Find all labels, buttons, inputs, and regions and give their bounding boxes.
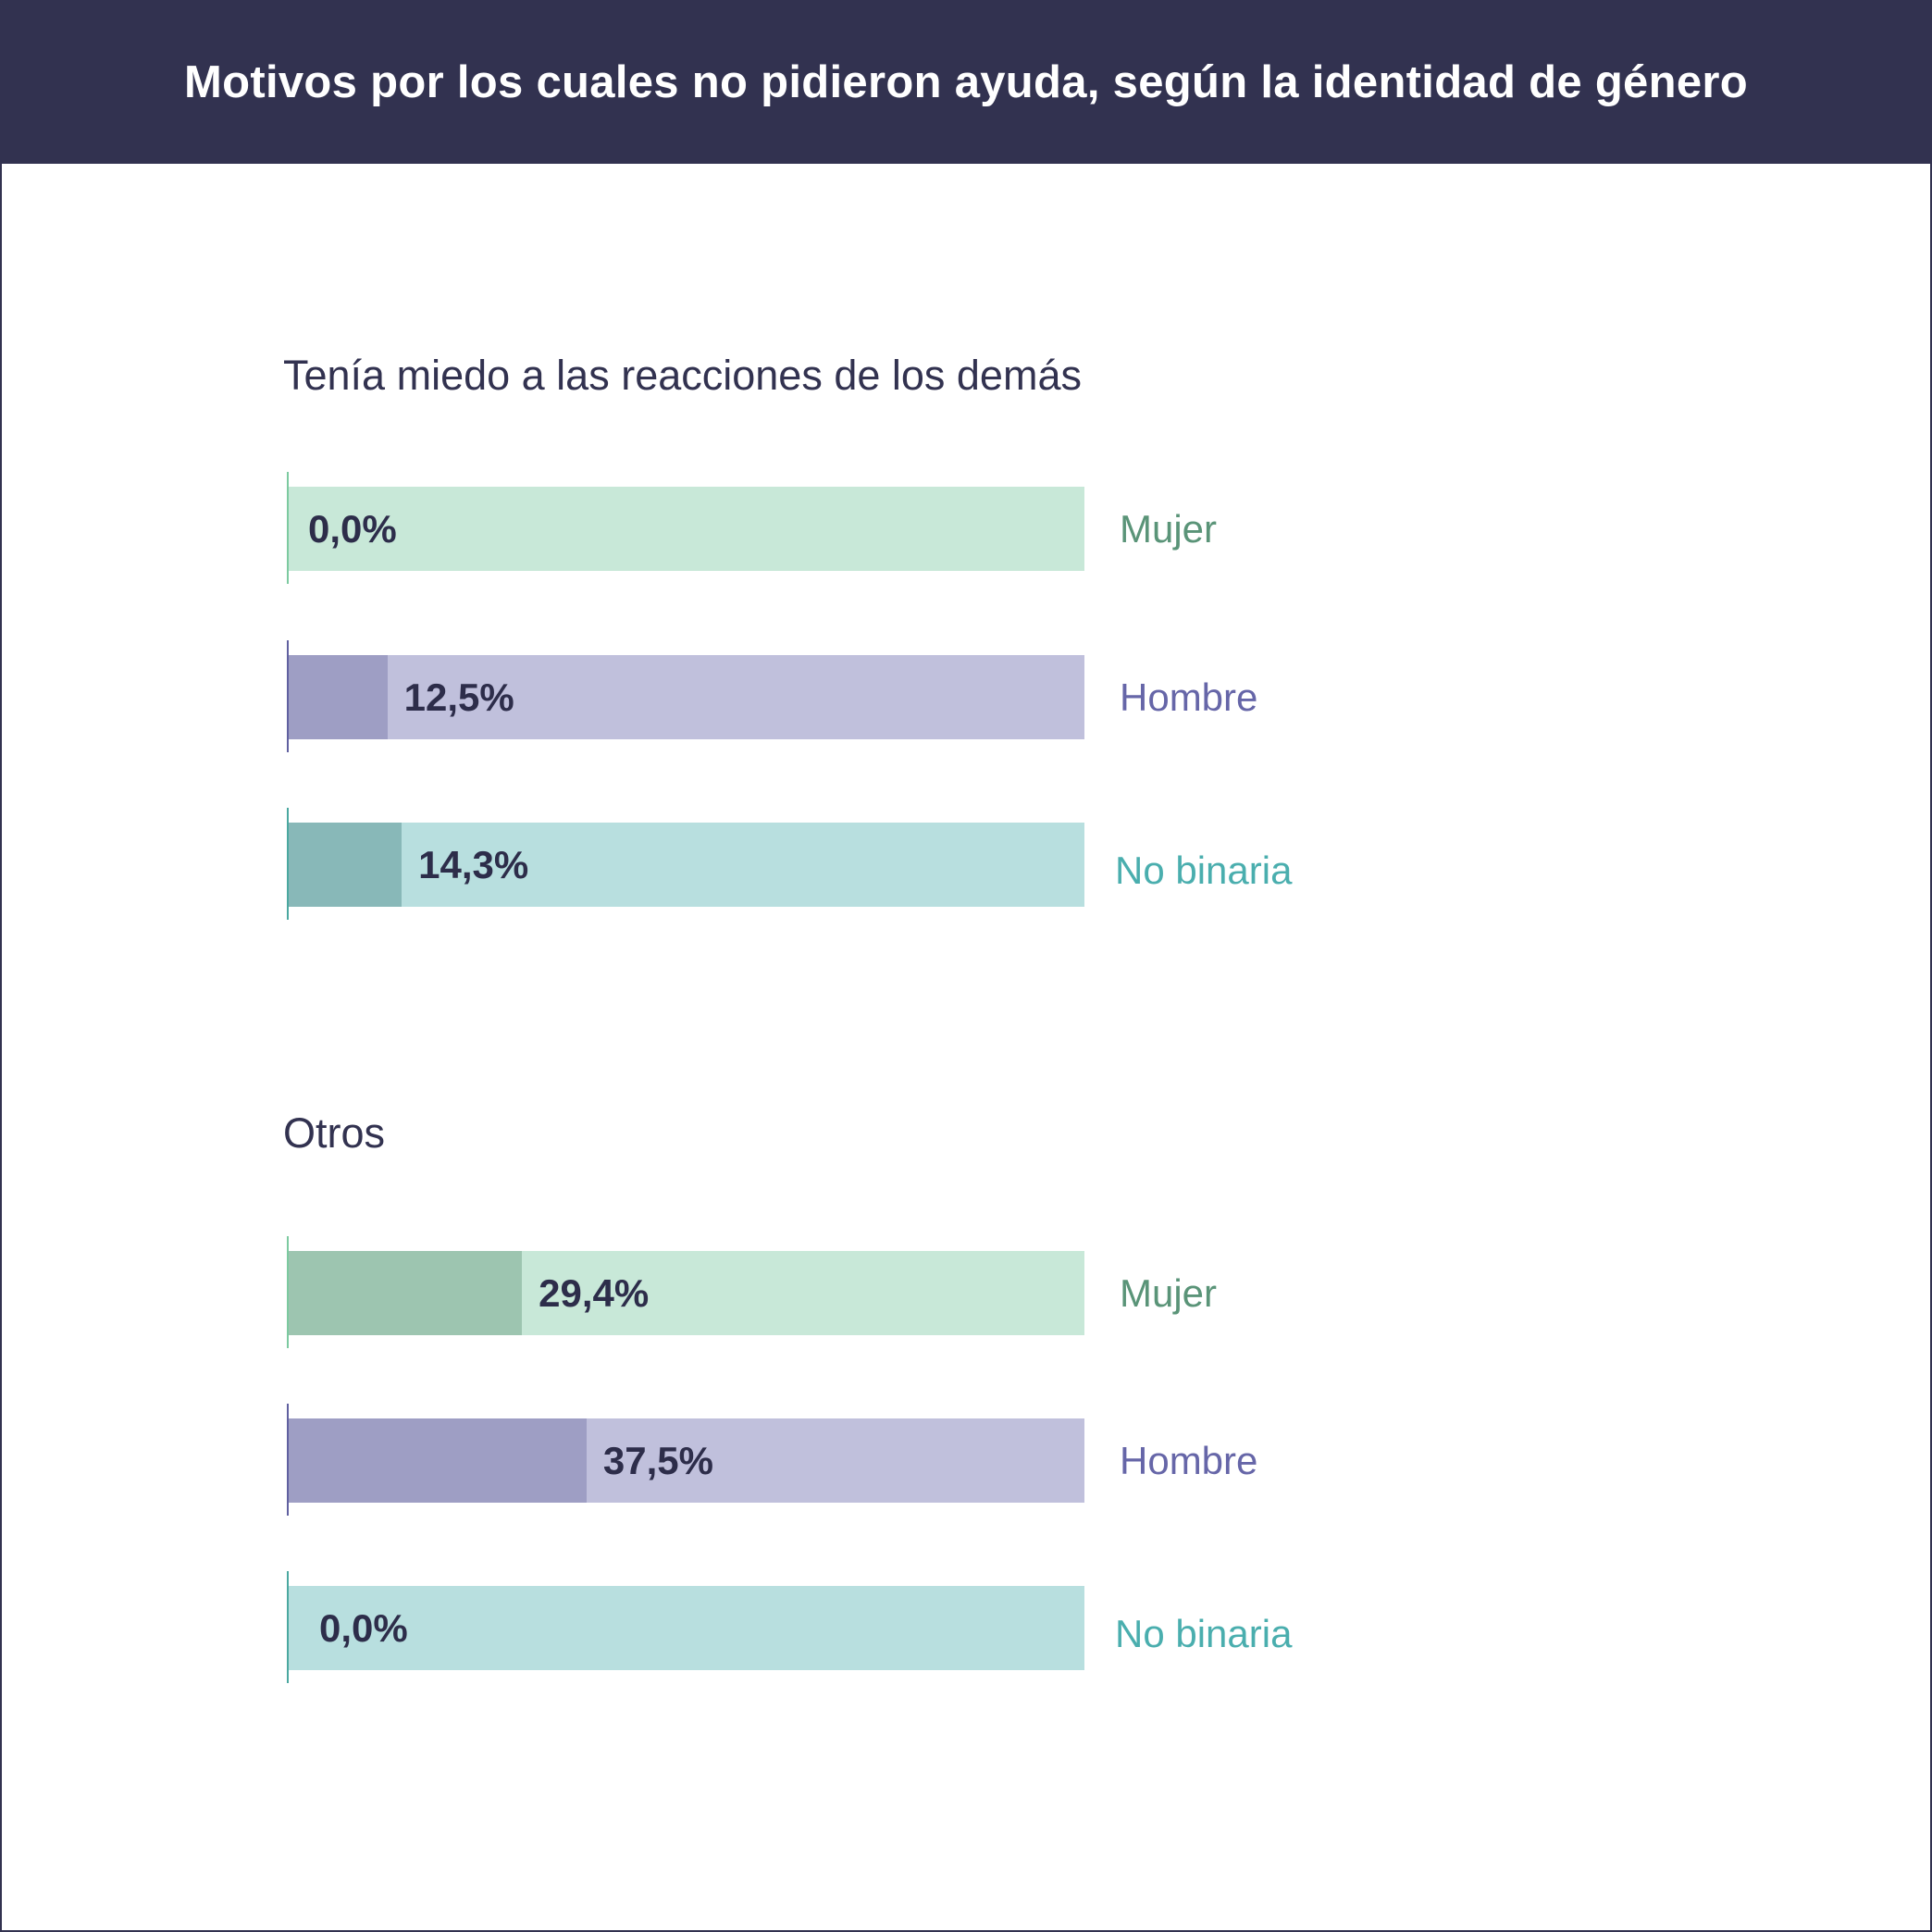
bar-track: 29,4%: [288, 1251, 1084, 1335]
value-label: 29,4%: [539, 1271, 650, 1315]
category-label: Hombre: [1120, 1439, 1258, 1482]
bar-row: 29,4% Mujer: [0, 1236, 1932, 1348]
axis-tick: [287, 1404, 289, 1516]
value-label: 0,0%: [308, 507, 397, 551]
category-label: Mujer: [1120, 1271, 1218, 1315]
bar: [288, 1251, 523, 1335]
value-label: 0,0%: [319, 1606, 408, 1650]
axis-tick: [287, 1571, 289, 1683]
group-title: Otros: [283, 1109, 386, 1157]
bar-track: 14,3%: [288, 823, 1084, 907]
bar: [288, 823, 402, 907]
bar-track: 0,0%: [288, 1586, 1084, 1670]
bar-track: 0,0%: [288, 487, 1084, 571]
bar: [288, 655, 388, 739]
group-title: Tenía miedo a las reacciones de los demá…: [283, 352, 1082, 399]
axis-tick: [287, 472, 289, 584]
category-label: Hombre: [1120, 675, 1258, 719]
value-label: 14,3%: [418, 843, 529, 886]
category-label: No binaria: [1115, 1612, 1293, 1655]
bar-row: 12,5% Hombre: [0, 640, 1932, 752]
bar-row: 37,5% Hombre: [0, 1404, 1932, 1516]
header: Motivos por los cuales no pidieron ayuda…: [0, 0, 1932, 164]
category-label: No binaria: [1115, 848, 1293, 892]
axis-tick: [287, 640, 289, 752]
bar-track: 37,5%: [288, 1418, 1084, 1503]
category-label: Mujer: [1120, 507, 1218, 551]
chart-title: Motivos por los cuales no pidieron ayuda…: [184, 56, 1748, 107]
bar-row: 0,0% Mujer: [0, 472, 1932, 584]
axis-tick: [287, 808, 289, 920]
bar: [288, 1418, 587, 1503]
axis-tick: [287, 1236, 289, 1348]
bar-row: 0,0% No binaria: [0, 1571, 1932, 1683]
value-label: 37,5%: [602, 1439, 713, 1482]
bar-row: 14,3% No binaria: [0, 808, 1932, 920]
bar-track: 12,5%: [288, 655, 1084, 739]
value-label: 12,5%: [403, 675, 514, 719]
